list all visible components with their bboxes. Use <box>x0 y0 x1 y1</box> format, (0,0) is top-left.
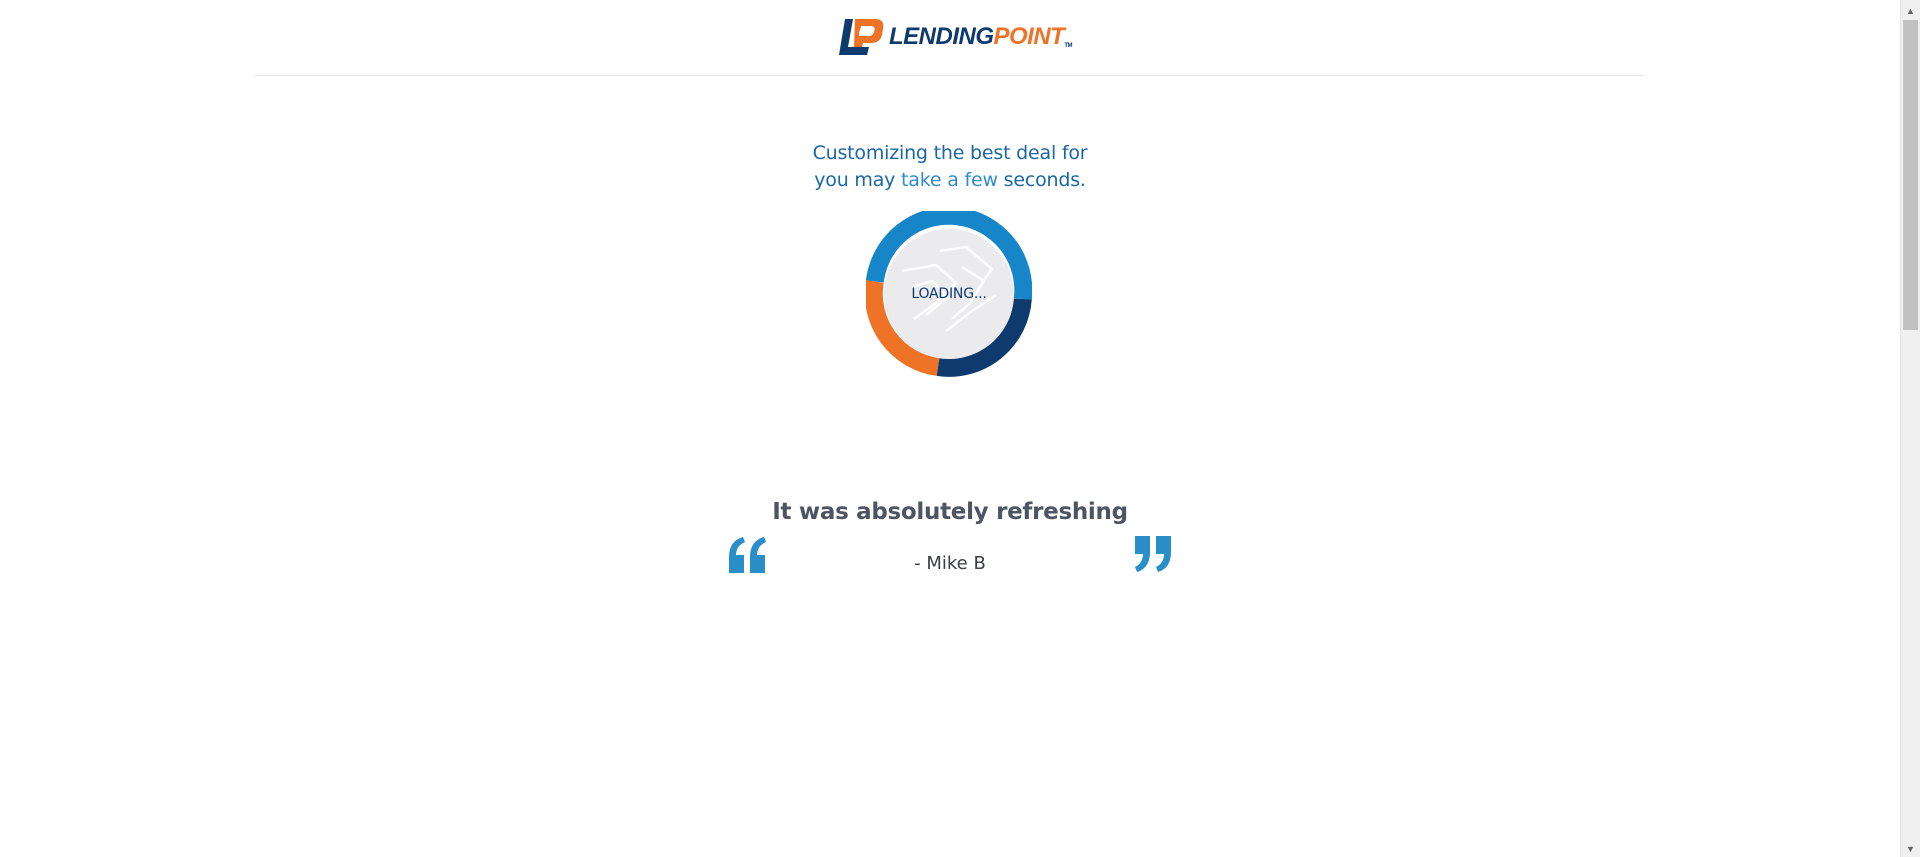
scroll-down-arrow-icon[interactable]: ▼ <box>1906 843 1915 854</box>
loading-label: LOADING... <box>911 286 987 302</box>
scrollbar-thumb[interactable] <box>1903 20 1918 330</box>
loading-message-highlight: take a few <box>901 169 998 191</box>
spinner-watermark-arrows-icon <box>901 245 997 332</box>
vertical-scrollbar[interactable]: ▲ ▼ <box>1900 0 1920 857</box>
loading-message-line1: Customizing the best deal for <box>812 142 1088 164</box>
logo-wordmark: LENDINGPOINTTM <box>889 23 1073 50</box>
loading-message-prefix: you may <box>814 169 902 191</box>
scroll-up-arrow-icon[interactable]: ▲ <box>1906 5 1915 16</box>
logo-word-lending: LENDING <box>889 23 994 50</box>
loading-message-line2: you may take a few seconds. <box>760 167 1140 194</box>
quote-open-icon <box>729 537 766 573</box>
loading-spinner <box>866 211 1032 377</box>
spinner-segment-orange <box>866 280 940 376</box>
header: LENDINGPOINTTM <box>255 0 1643 76</box>
logo-trademark: TM <box>1064 43 1073 49</box>
lendingpoint-logo[interactable]: LENDINGPOINTTM <box>839 16 1072 58</box>
quote-close-icon <box>1135 536 1171 572</box>
testimonial-quote: It was absolutely refreshing <box>772 499 1128 525</box>
logo-word-point: POINT <box>993 23 1065 50</box>
loading-message: Customizing the best deal for you may ta… <box>760 140 1140 194</box>
testimonial-author: - Mike B <box>914 553 986 574</box>
loading-message-suffix: seconds. <box>997 169 1086 191</box>
lendingpoint-logo-icon <box>839 19 884 55</box>
spinner-segment-blue <box>866 211 1032 301</box>
spinner-segment-navy <box>936 298 1032 377</box>
